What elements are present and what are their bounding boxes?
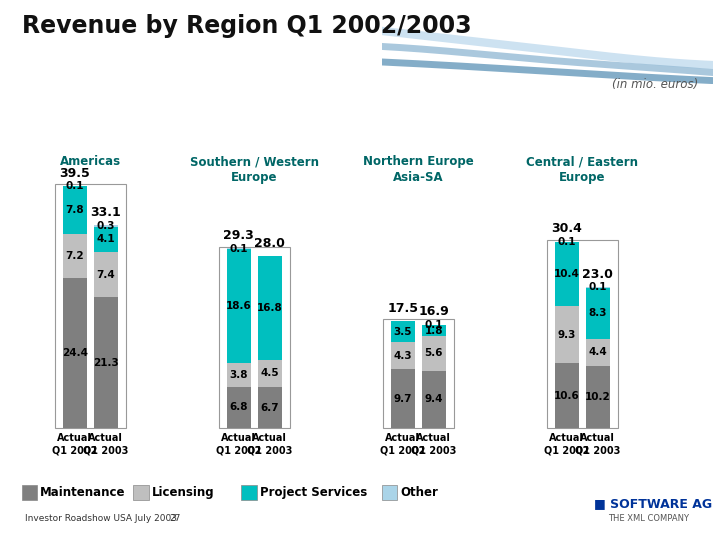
Text: 10.4: 10.4 xyxy=(554,269,580,279)
Text: 24.4: 24.4 xyxy=(62,348,88,359)
Text: 4.5: 4.5 xyxy=(261,368,279,379)
Bar xyxy=(586,339,610,366)
Text: Actual
Q1 2002: Actual Q1 2002 xyxy=(52,433,97,456)
Text: Southern / Western
Europe: Southern / Western Europe xyxy=(190,155,319,184)
Bar xyxy=(391,321,415,342)
Text: 5.6: 5.6 xyxy=(425,348,443,359)
Text: 10.6: 10.6 xyxy=(554,391,580,401)
Text: 16.9: 16.9 xyxy=(418,305,449,319)
Text: 17.5: 17.5 xyxy=(387,302,418,315)
Text: ■ SOFTWARE AG: ■ SOFTWARE AG xyxy=(594,497,712,510)
Bar xyxy=(258,387,282,428)
Text: Actual
Q1 2002: Actual Q1 2002 xyxy=(216,433,261,456)
Text: 9.4: 9.4 xyxy=(425,394,443,404)
Bar xyxy=(219,247,290,428)
Text: 0.1: 0.1 xyxy=(557,237,576,247)
Bar xyxy=(258,256,282,360)
Bar xyxy=(63,279,86,428)
Text: Actual
Q1 2003: Actual Q1 2003 xyxy=(247,433,292,456)
Text: (in mio. euros): (in mio. euros) xyxy=(612,78,698,91)
Text: 10.2: 10.2 xyxy=(585,392,611,402)
Text: 27: 27 xyxy=(169,514,181,523)
Bar xyxy=(382,319,454,428)
Bar xyxy=(554,306,579,363)
Text: Other: Other xyxy=(400,486,438,499)
Text: 7.4: 7.4 xyxy=(96,270,115,280)
Text: 6.7: 6.7 xyxy=(261,403,279,413)
Bar xyxy=(94,252,118,298)
Text: 9.3: 9.3 xyxy=(557,329,576,340)
Text: 0.3: 0.3 xyxy=(96,221,115,231)
Text: Maintenance: Maintenance xyxy=(40,486,126,499)
Bar xyxy=(227,387,251,428)
Text: 0.1: 0.1 xyxy=(425,320,443,330)
Text: Actual
Q1 2002: Actual Q1 2002 xyxy=(544,433,590,456)
Text: 7.8: 7.8 xyxy=(66,205,84,215)
Bar xyxy=(227,249,251,363)
Text: THE XML COMPANY: THE XML COMPANY xyxy=(608,514,690,523)
Text: Americas: Americas xyxy=(60,155,121,168)
Bar xyxy=(586,287,610,288)
Bar xyxy=(554,241,579,242)
Text: 0.1: 0.1 xyxy=(66,181,84,191)
Text: Central / Eastern
Europe: Central / Eastern Europe xyxy=(526,155,638,184)
Bar xyxy=(422,370,446,428)
Bar xyxy=(391,369,415,428)
Text: 0.1: 0.1 xyxy=(588,282,607,292)
Text: Actual
Q1 2003: Actual Q1 2003 xyxy=(411,433,456,456)
Text: 7.2: 7.2 xyxy=(66,251,84,261)
Text: Project Services: Project Services xyxy=(260,486,367,499)
Text: 23.0: 23.0 xyxy=(582,268,613,281)
Text: Actual
Q1 2003: Actual Q1 2003 xyxy=(83,433,129,456)
Text: 6.8: 6.8 xyxy=(230,402,248,413)
Bar xyxy=(94,227,118,252)
Text: 3.5: 3.5 xyxy=(393,327,412,336)
Text: 1.8: 1.8 xyxy=(425,326,443,336)
Text: Revenue by Region Q1 2002/2003: Revenue by Region Q1 2002/2003 xyxy=(22,14,471,37)
Bar xyxy=(546,240,618,428)
Bar xyxy=(391,342,415,369)
Bar xyxy=(422,325,446,336)
Bar xyxy=(422,336,446,370)
Text: 29.3: 29.3 xyxy=(223,229,254,242)
Text: Licensing: Licensing xyxy=(152,486,215,499)
Text: 18.6: 18.6 xyxy=(226,301,251,311)
Text: Northern Europe
Asia-SA: Northern Europe Asia-SA xyxy=(363,155,474,184)
Text: 28.0: 28.0 xyxy=(254,237,285,250)
Bar xyxy=(63,186,86,234)
Text: 0.1: 0.1 xyxy=(230,244,248,254)
Bar xyxy=(63,234,86,279)
Text: 21.3: 21.3 xyxy=(93,358,119,368)
Text: 3.8: 3.8 xyxy=(230,370,248,380)
Bar xyxy=(586,288,610,339)
Text: Actual
Q1 2002: Actual Q1 2002 xyxy=(380,433,426,456)
Bar xyxy=(554,242,579,306)
Text: Actual
Q1 2003: Actual Q1 2003 xyxy=(575,433,621,456)
Text: 33.1: 33.1 xyxy=(91,206,121,219)
Bar xyxy=(227,248,251,249)
Bar xyxy=(586,366,610,428)
Bar xyxy=(227,363,251,387)
Text: Investor Roadshow USA July 2003: Investor Roadshow USA July 2003 xyxy=(25,514,177,523)
Text: 4.3: 4.3 xyxy=(393,350,412,361)
Bar xyxy=(55,184,126,428)
Text: 16.8: 16.8 xyxy=(257,303,283,313)
Bar xyxy=(94,225,118,227)
Bar xyxy=(554,363,579,428)
Bar xyxy=(258,360,282,387)
Bar xyxy=(94,298,118,428)
Text: 8.3: 8.3 xyxy=(588,308,607,318)
Text: 4.4: 4.4 xyxy=(588,347,607,357)
Text: 4.1: 4.1 xyxy=(96,234,115,245)
Text: 30.4: 30.4 xyxy=(552,222,582,235)
Text: 39.5: 39.5 xyxy=(59,166,90,180)
Text: 9.7: 9.7 xyxy=(393,394,412,403)
